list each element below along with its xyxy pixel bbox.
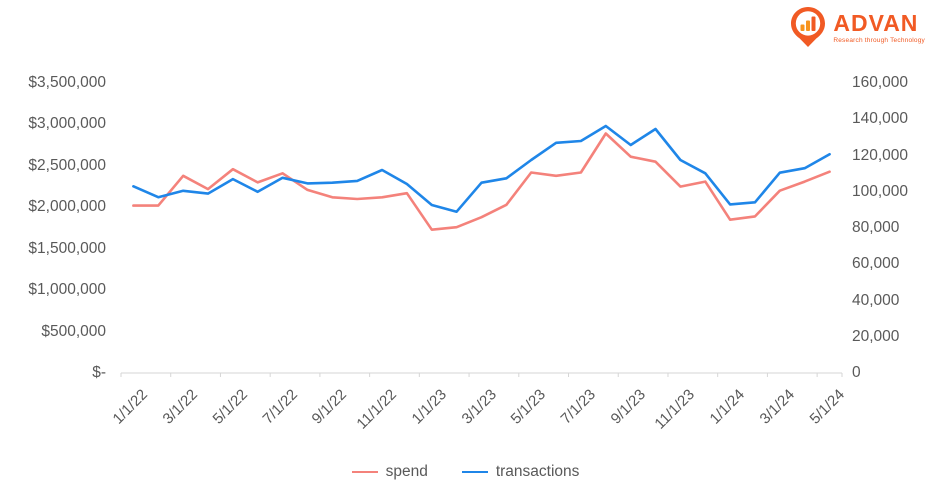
y-axis-right-tick-label: 0 (852, 364, 861, 381)
y-axis-right-tick-label: 160,000 (852, 74, 909, 91)
advan-pin-icon (791, 7, 826, 47)
y-axis-right-tick-label: 140,000 (852, 110, 909, 128)
transactions-line (132, 124, 831, 213)
y-axis-right-tick-label: 100,000 (852, 182, 909, 200)
legend-label-spend: spend (385, 463, 428, 480)
y-axis-left-tick-label: $3,000,000 (28, 115, 106, 133)
y-axis-left-tick-label: $500,000 (41, 322, 106, 340)
chart-legend: spend transactions (0, 463, 931, 481)
transactions-line-swatch (461, 470, 488, 474)
spend-line (132, 132, 831, 231)
y-axis-right-tick-label: 80,000 (852, 219, 900, 236)
advan-logo: ADVAN Research through Technology (787, 5, 925, 51)
y-axis-left-tick-label: $3,500,000 (28, 74, 106, 91)
y-axis-left-tick-label: $2,000,000 (28, 198, 106, 216)
y-axis-right-tick-label: 120,000 (852, 146, 909, 164)
legend-item-spend: spend (351, 463, 428, 481)
y-axis-left-tick-label: $1,500,000 (28, 239, 106, 257)
y-axis-right-tick-label: 60,000 (852, 255, 900, 273)
legend-label-transactions: transactions (495, 463, 580, 480)
logo-name: ADVAN (833, 10, 919, 36)
y-axis-right-tick-label: 20,000 (852, 327, 900, 345)
legend-item-transactions: transactions (461, 463, 580, 481)
y-axis-left-tick-label: $1,000,000 (28, 281, 106, 299)
spend-line-swatch (351, 470, 378, 474)
y-axis-left-tick-label: $2,500,000 (28, 156, 106, 174)
y-axis-right-tick-label: 40,000 (852, 291, 900, 309)
y-axis-left-tick-label: $- (92, 364, 106, 381)
logo-tagline: Research through Technology (833, 37, 925, 44)
